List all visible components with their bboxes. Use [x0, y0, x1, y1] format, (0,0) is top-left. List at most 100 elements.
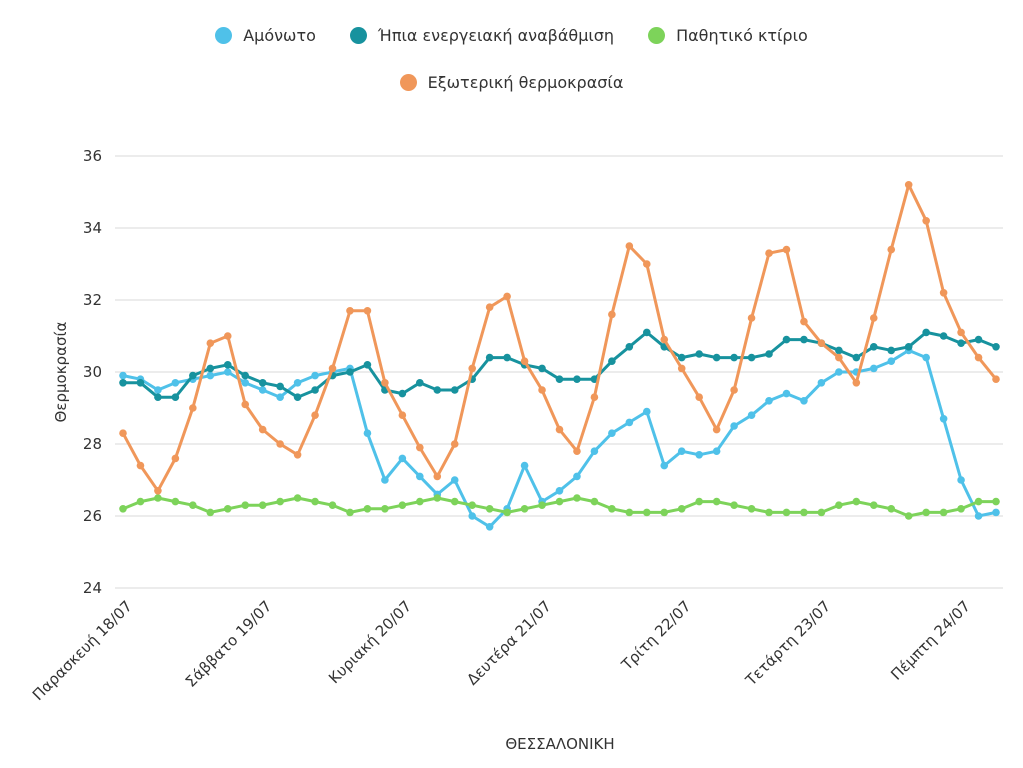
data-point[interactable]: [765, 249, 773, 257]
data-point[interactable]: [398, 411, 407, 420]
data-point[interactable]: [835, 346, 843, 355]
data-point[interactable]: [171, 393, 180, 402]
data-point[interactable]: [223, 361, 232, 369]
data-point[interactable]: [590, 497, 599, 506]
data-point[interactable]: [119, 379, 127, 387]
data-point[interactable]: [555, 375, 564, 384]
data-point[interactable]: [869, 314, 878, 322]
data-point[interactable]: [817, 379, 826, 387]
data-point[interactable]: [485, 505, 494, 513]
data-point[interactable]: [643, 508, 651, 517]
data-point[interactable]: [957, 505, 965, 513]
data-point[interactable]: [154, 494, 162, 502]
data-point[interactable]: [922, 328, 930, 337]
data-point[interactable]: [503, 508, 511, 517]
data-point[interactable]: [136, 461, 145, 470]
data-point[interactable]: [957, 339, 965, 348]
data-point[interactable]: [485, 353, 494, 362]
data-point[interactable]: [782, 335, 791, 344]
data-point[interactable]: [398, 501, 407, 510]
data-point[interactable]: [206, 339, 215, 348]
data-point[interactable]: [660, 461, 669, 470]
data-point[interactable]: [433, 494, 442, 502]
data-point[interactable]: [311, 411, 319, 420]
data-point[interactable]: [712, 353, 721, 362]
data-point[interactable]: [992, 375, 1000, 384]
data-point[interactable]: [171, 379, 180, 387]
data-point[interactable]: [835, 501, 843, 510]
data-point[interactable]: [852, 353, 861, 362]
data-point[interactable]: [258, 501, 267, 510]
data-point[interactable]: [468, 364, 477, 373]
data-point[interactable]: [450, 386, 459, 394]
data-point[interactable]: [363, 307, 372, 315]
data-point[interactable]: [939, 415, 948, 423]
data-point[interactable]: [660, 508, 669, 517]
data-point[interactable]: [381, 505, 389, 513]
data-point[interactable]: [625, 242, 634, 250]
data-point[interactable]: [747, 314, 756, 322]
data-point[interactable]: [171, 497, 180, 506]
data-point[interactable]: [695, 497, 703, 506]
data-point[interactable]: [276, 393, 284, 402]
data-point[interactable]: [311, 386, 319, 394]
data-point[interactable]: [293, 451, 302, 459]
data-point[interactable]: [869, 343, 878, 351]
data-point[interactable]: [869, 364, 878, 373]
data-point[interactable]: [939, 289, 948, 297]
data-point[interactable]: [992, 497, 1000, 506]
data-point[interactable]: [433, 386, 442, 394]
data-point[interactable]: [695, 393, 703, 402]
data-point[interactable]: [765, 397, 773, 405]
data-point[interactable]: [503, 353, 511, 362]
data-point[interactable]: [922, 353, 930, 362]
data-point[interactable]: [189, 501, 197, 510]
data-point[interactable]: [241, 379, 250, 387]
data-point[interactable]: [520, 357, 529, 366]
data-point[interactable]: [852, 379, 861, 387]
data-point[interactable]: [643, 407, 651, 416]
data-point[interactable]: [258, 379, 267, 387]
data-point[interactable]: [241, 501, 250, 510]
data-point[interactable]: [643, 260, 651, 268]
data-point[interactable]: [416, 443, 424, 452]
data-point[interactable]: [223, 332, 232, 340]
data-point[interactable]: [887, 346, 896, 355]
data-point[interactable]: [538, 501, 546, 510]
data-point[interactable]: [730, 353, 738, 362]
data-point[interactable]: [450, 440, 459, 448]
data-point[interactable]: [416, 497, 424, 506]
data-point[interactable]: [817, 508, 826, 517]
data-point[interactable]: [398, 454, 407, 463]
data-point[interactable]: [416, 379, 424, 387]
data-point[interactable]: [922, 217, 930, 225]
data-point[interactable]: [520, 461, 529, 470]
data-point[interactable]: [119, 371, 127, 380]
data-point[interactable]: [538, 386, 546, 394]
data-point[interactable]: [852, 497, 861, 506]
data-point[interactable]: [660, 335, 669, 344]
data-point[interactable]: [887, 505, 896, 513]
data-point[interactable]: [381, 476, 389, 484]
data-point[interactable]: [136, 379, 145, 387]
data-point[interactable]: [765, 508, 773, 517]
data-point[interactable]: [154, 393, 162, 402]
data-point[interactable]: [154, 386, 162, 394]
data-point[interactable]: [485, 303, 494, 312]
data-point[interactable]: [450, 497, 459, 506]
data-point[interactable]: [677, 364, 686, 373]
data-point[interactable]: [520, 505, 529, 513]
data-point[interactable]: [608, 357, 616, 366]
data-point[interactable]: [974, 497, 983, 506]
data-point[interactable]: [311, 371, 319, 380]
data-point[interactable]: [206, 364, 215, 373]
data-point[interactable]: [887, 357, 896, 366]
data-point[interactable]: [485, 523, 494, 531]
data-point[interactable]: [747, 505, 756, 513]
data-point[interactable]: [730, 386, 738, 394]
data-point[interactable]: [503, 292, 511, 301]
data-point[interactable]: [957, 476, 965, 484]
data-point[interactable]: [643, 328, 651, 337]
data-point[interactable]: [223, 505, 232, 513]
data-point[interactable]: [555, 425, 564, 434]
